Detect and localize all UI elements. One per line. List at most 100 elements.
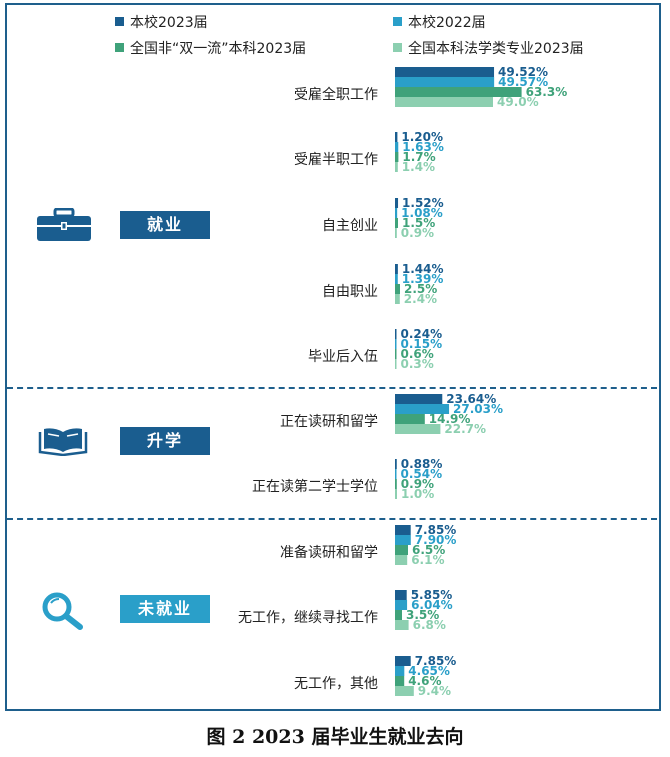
magnifier-icon [42, 592, 83, 630]
data-label: 7.85% [415, 523, 457, 537]
bar [395, 142, 399, 152]
data-label: 6.04% [411, 598, 453, 612]
legend-swatch [393, 43, 402, 52]
legend-label: 全国非“双一流”本科2023届 [130, 41, 307, 57]
data-label: 5.85% [411, 588, 453, 602]
bar [395, 590, 407, 600]
figure-frame [5, 3, 661, 711]
data-label: 23.64% [446, 392, 496, 406]
bar [395, 198, 399, 208]
data-label: 1.39% [402, 272, 444, 286]
data-label: 0.15% [401, 337, 443, 351]
bar [395, 264, 398, 274]
bar [395, 620, 409, 630]
bar [395, 284, 400, 294]
bar [395, 394, 443, 404]
bar [395, 152, 399, 162]
data-label: 22.7% [444, 422, 486, 436]
bar [395, 459, 397, 469]
data-label: 0.9% [401, 226, 434, 240]
data-label: 4.65% [408, 664, 450, 678]
bar [395, 359, 397, 369]
open-book-icon [38, 428, 88, 456]
data-label: 3.5% [406, 608, 439, 622]
bar [395, 294, 400, 304]
data-label: 1.08% [401, 206, 443, 220]
category-label: 毕业后入伍 [308, 349, 378, 365]
bar [395, 545, 408, 555]
bar [395, 479, 397, 489]
data-label: 1.20% [401, 130, 443, 144]
bar [395, 489, 397, 499]
bar [395, 228, 397, 238]
data-label: 1.63% [402, 140, 444, 154]
category-label: 正在读研和留学 [280, 414, 378, 430]
bar [395, 87, 522, 97]
data-label: 1.7% [402, 150, 435, 164]
bar [395, 97, 493, 107]
bar [395, 525, 411, 535]
bar [395, 218, 398, 228]
legend-swatch [115, 17, 124, 26]
data-label: 2.4% [404, 292, 437, 306]
data-label: 0.6% [401, 347, 434, 361]
legend-label: 本校2022届 [408, 15, 486, 31]
bar [395, 610, 402, 620]
legend-swatch [115, 43, 124, 52]
data-label: 27.03% [453, 402, 503, 416]
bar [395, 162, 398, 172]
legend-label: 全国本科法学类专业2023届 [408, 41, 584, 57]
data-label: 63.3% [526, 85, 568, 99]
data-label: 0.88% [401, 457, 443, 471]
bar [395, 274, 398, 284]
category-label: 准备读研和留学 [280, 545, 378, 561]
data-label: 0.54% [401, 467, 443, 481]
section-divider [7, 518, 657, 520]
data-label: 7.90% [415, 533, 457, 547]
bar [395, 67, 495, 77]
data-label: 1.4% [402, 160, 435, 174]
legend-label: 本校2023届 [130, 15, 208, 31]
bar [395, 349, 397, 359]
bar [395, 329, 397, 339]
bar [395, 656, 411, 666]
bar [395, 414, 425, 424]
data-label: 0.3% [401, 357, 434, 371]
data-label: 49.57% [498, 75, 548, 89]
bar [395, 77, 495, 87]
legend-item-0: 本校2023届 [115, 12, 208, 32]
data-label: 1.52% [402, 196, 444, 210]
section-tag-further-study: 升学 [120, 427, 210, 455]
category-label: 自由职业 [322, 284, 378, 300]
bar [395, 686, 414, 696]
data-label: 7.85% [415, 654, 457, 668]
category-label: 无工作，其他 [294, 676, 378, 692]
data-label: 0.9% [401, 477, 434, 491]
data-label: 49.52% [498, 65, 548, 79]
bar [395, 469, 397, 479]
bar [395, 666, 405, 676]
briefcase-icon [37, 208, 91, 241]
bar [395, 555, 408, 565]
bar [395, 424, 441, 434]
data-label: 14.9% [429, 412, 471, 426]
bar [395, 339, 397, 349]
legend-item-2: 全国非“双一流”本科2023届 [115, 38, 306, 58]
data-label: 1.44% [402, 262, 444, 276]
bar [395, 404, 450, 414]
data-label: 2.5% [404, 282, 437, 296]
category-label: 无工作，继续寻找工作 [238, 610, 378, 626]
data-label: 1.0% [401, 487, 434, 501]
data-label: 6.8% [413, 618, 446, 632]
section-divider [7, 387, 657, 389]
bar [395, 600, 408, 610]
data-label: 0.24% [401, 327, 443, 341]
data-label: 9.4% [418, 684, 451, 698]
figure-caption: 图 2 2023 届毕业生就业去向 [206, 726, 464, 748]
section-tag-unemployed: 未就业 [120, 595, 210, 623]
bar [395, 208, 398, 218]
data-label: 49.0% [497, 95, 539, 109]
legend-item-1: 本校2022届 [393, 12, 486, 32]
bar [395, 132, 398, 142]
category-label: 自主创业 [322, 218, 378, 234]
